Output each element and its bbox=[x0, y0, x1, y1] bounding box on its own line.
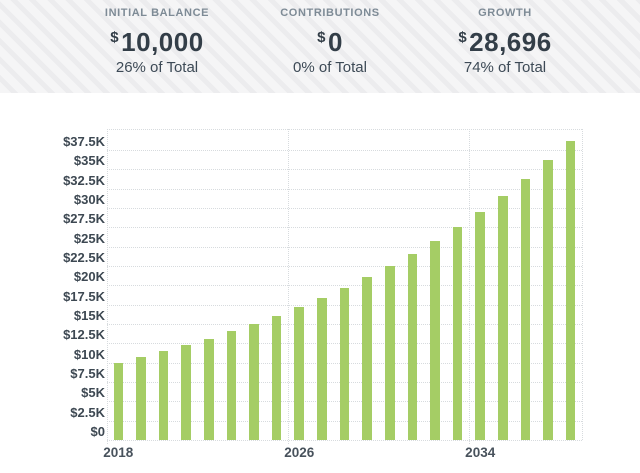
y-gridline bbox=[107, 188, 582, 190]
stat-growth-label: GROWTH bbox=[478, 7, 532, 19]
stat-growth-amount: 28,696 bbox=[469, 27, 552, 57]
bar-2033[interactable] bbox=[452, 226, 463, 440]
bar-2035[interactable] bbox=[498, 195, 508, 440]
stat-growth: GROWTH $28,696 74% of Total bbox=[458, 7, 551, 76]
bar-2036[interactable] bbox=[520, 178, 531, 440]
y-axis-tick-label: $20K bbox=[73, 269, 105, 285]
x-axis-tick-label: 2034 bbox=[465, 445, 496, 460]
x-axis-tick-label: 2018 bbox=[103, 445, 134, 460]
y-gridline bbox=[107, 440, 582, 441]
y-gridline bbox=[107, 169, 582, 171]
bar-2024[interactable] bbox=[249, 323, 259, 440]
y-axis-tick-label: $25K bbox=[73, 230, 105, 246]
stat-contributions-value: $0 bbox=[280, 24, 379, 56]
stat-initial-balance-value: $10,000 bbox=[105, 24, 209, 56]
x-gridline bbox=[107, 129, 108, 444]
plot-right-border bbox=[582, 129, 583, 440]
bar-2023[interactable] bbox=[226, 331, 237, 440]
bar-2038[interactable] bbox=[565, 140, 576, 440]
stat-contributions-amount: 0 bbox=[327, 27, 343, 57]
stat-initial-balance-amount: 10,000 bbox=[121, 27, 204, 57]
bar-2025[interactable] bbox=[271, 315, 282, 440]
y-gridline bbox=[107, 149, 582, 151]
bar-2026[interactable] bbox=[294, 307, 305, 440]
y-axis-tick-label: $30K bbox=[73, 191, 105, 207]
y-axis-tick-label: $17.5K bbox=[63, 288, 105, 304]
bar-2020[interactable] bbox=[158, 351, 169, 440]
bar-2027[interactable] bbox=[317, 297, 327, 440]
bar-2029[interactable] bbox=[362, 277, 372, 440]
stat-contributions-percent: 0% of Total bbox=[293, 59, 367, 76]
dollar-sign: $ bbox=[458, 29, 468, 46]
stats-band: INITIAL BALANCE $10,000 26% of Total CON… bbox=[0, 0, 640, 93]
stat-growth-percent: 74% of Total bbox=[463, 59, 547, 76]
y-axis-tick-label: $22.5K bbox=[63, 249, 105, 265]
stat-contributions: CONTRIBUTIONS $0 0% of Total bbox=[280, 7, 379, 76]
dollar-sign: $ bbox=[317, 29, 326, 46]
y-axis-tick-label: $32.5K bbox=[63, 172, 105, 188]
y-axis-tick-label: $37.5K bbox=[63, 133, 105, 149]
bar-2021[interactable] bbox=[181, 345, 191, 440]
bar-2031[interactable] bbox=[407, 253, 418, 440]
bar-2019[interactable] bbox=[136, 357, 146, 440]
y-axis-tick-label: $27.5K bbox=[63, 211, 105, 227]
y-axis-tick-label: $15K bbox=[73, 307, 105, 323]
bar-2034[interactable] bbox=[475, 211, 485, 440]
y-gridline bbox=[107, 285, 582, 287]
y-gridline bbox=[107, 246, 582, 248]
bar-2037[interactable] bbox=[543, 160, 553, 440]
y-axis-tick-label: $0 bbox=[90, 424, 105, 439]
y-gridline bbox=[107, 207, 582, 209]
bar-2022[interactable] bbox=[203, 338, 214, 440]
y-axis-tick-label: $7.5K bbox=[70, 365, 105, 381]
bar-2028[interactable] bbox=[339, 287, 350, 440]
y-axis-tick-label: $10K bbox=[73, 346, 105, 362]
x-gridline bbox=[287, 129, 289, 444]
y-gridline bbox=[107, 227, 582, 229]
y-axis-tick-label: $12.5K bbox=[63, 327, 105, 343]
y-axis-tick-label: $2.5K bbox=[70, 404, 105, 420]
dollar-sign: $ bbox=[110, 29, 120, 46]
y-gridline bbox=[107, 265, 582, 267]
y-axis-tick-label: $35K bbox=[73, 153, 105, 169]
stat-initial-balance-percent: 26% of Total bbox=[115, 59, 199, 76]
bar-2032[interactable] bbox=[430, 240, 440, 440]
stat-growth-value: $28,696 bbox=[458, 24, 551, 56]
x-gridline bbox=[468, 129, 470, 444]
bar-2030[interactable] bbox=[384, 265, 395, 440]
stat-contributions-label: CONTRIBUTIONS bbox=[280, 7, 380, 19]
bar-2018[interactable] bbox=[113, 362, 124, 440]
x-axis-tick-label: 2026 bbox=[284, 445, 315, 460]
stat-initial-balance: INITIAL BALANCE $10,000 26% of Total bbox=[105, 7, 209, 76]
stat-initial-balance-label: INITIAL BALANCE bbox=[104, 7, 210, 19]
y-axis-tick-label: $5K bbox=[81, 385, 105, 401]
plot-top-border bbox=[107, 129, 582, 130]
